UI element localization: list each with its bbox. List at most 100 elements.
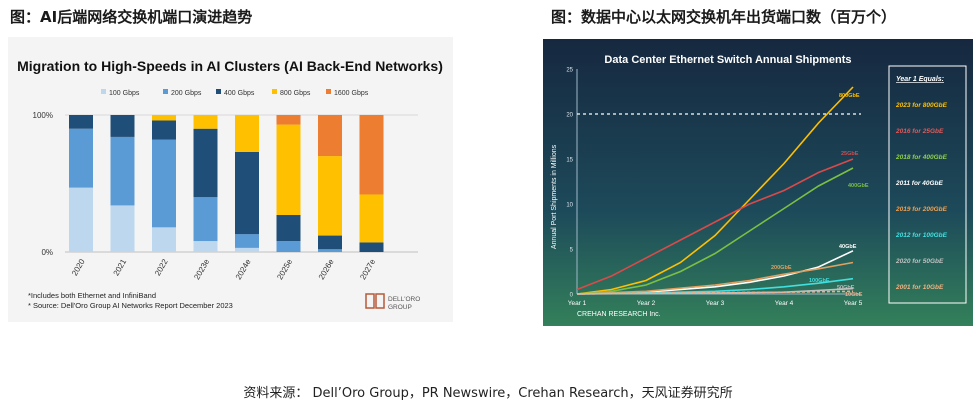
bar-segment-2020-0 xyxy=(69,187,93,252)
legend-entry-1: 2016 for 25GbE xyxy=(895,128,944,135)
bar-segment-2027e-4 xyxy=(359,115,384,195)
line-chart-plot-area: 0 5 10 15 20 25 Year 1 Year 2 Year 3 Year 4 Year 5… xyxy=(566,68,869,308)
bar-segment-2023e-0 xyxy=(193,241,218,252)
line-chart: Data Center Ethernet Switch Annual Shipm… xyxy=(543,39,973,326)
footnote-line-1: *Includes both Ethernet and InfiniBand xyxy=(28,291,156,300)
series-line-40GbE xyxy=(576,250,854,295)
line-chart-y-axis-label: Annual Port Shipments in Millions xyxy=(551,144,558,249)
legend-entry-7: 2001 for 10GbE xyxy=(895,284,944,291)
y-tick-label-20: 20 xyxy=(566,113,573,119)
stacked-bar-chart-panel: Migration to High-Speeds in AI Clusters … xyxy=(8,37,453,322)
x-tick-label-2024e: 2024e xyxy=(234,257,253,281)
bar-segment-2024e-1 xyxy=(235,234,259,248)
series-label-100GbE: 100GbE xyxy=(809,278,830,284)
series-line-200GbE xyxy=(576,261,854,295)
legend-swatch-4 xyxy=(326,89,331,94)
x-tick-label-2026e: 2026e xyxy=(317,257,336,281)
bar-segment-2026e-1 xyxy=(318,249,342,252)
series-line-800GbE xyxy=(576,86,854,295)
bar-segment-2023e-2 xyxy=(193,128,218,198)
source-attribution: 资料来源： Dell’Oro Group，PR Newswire，Crehan … xyxy=(243,386,733,401)
legend-box xyxy=(888,65,967,304)
logo-text-2: GROUP xyxy=(388,304,412,311)
line-chart-legend: Year 1 Equals: 2023 for 800GbE 2016 for 2… xyxy=(888,65,967,304)
bar-segment-2024e-2 xyxy=(235,151,259,235)
series-label-40GbE: 40GbE xyxy=(839,244,857,250)
bar-segment-2021-1 xyxy=(110,136,135,206)
bar-chart-legend: 100 Gbps 200 Gbps 400 Gbps 800 Gbps 1600 Gbp… xyxy=(101,89,369,97)
bar-chart-plot-area: 100% 0% 2020 2021 2022 2023e 2024e 2025e 2026e 20… xyxy=(33,111,418,281)
x-tick-label-2023e: 2023e xyxy=(192,257,211,281)
series-label-200GbE: 200GbE xyxy=(771,265,792,271)
legend-entry-2: 2018 for 400GbE xyxy=(895,154,948,161)
legend-label-3: 800 Gbps xyxy=(280,90,311,97)
series-label-25GbE: 25GbE xyxy=(841,151,859,157)
x-tick-label-4: Year 4 xyxy=(775,300,794,307)
bar-segment-2024e-3 xyxy=(235,115,259,152)
bar-segment-2022-3 xyxy=(152,115,176,121)
footnote-line-2: * Source: Dell'Oro Group AI Networks Rep… xyxy=(28,301,233,310)
legend-swatch-0 xyxy=(101,89,106,94)
series-label-50GbE: 50GbE xyxy=(837,285,855,291)
legend-title: Year 1 Equals: xyxy=(896,76,944,83)
bar-segment-2021-2 xyxy=(110,115,135,137)
legend-entry-4: 2019 for 200GbE xyxy=(895,206,948,213)
x-tick-label-5: Year 5 xyxy=(844,300,863,307)
y-tick-label-0: 0% xyxy=(41,248,53,257)
legend-entry-0: 2023 for 800GbE xyxy=(895,102,948,109)
legend-entry-3: 2011 for 40GbE xyxy=(895,180,944,187)
series-label-400GbE: 400GbE xyxy=(848,183,869,189)
bar-segment-2022-2 xyxy=(152,120,176,140)
series-line-25GbE xyxy=(576,158,854,291)
y-tick-label-100: 100% xyxy=(33,111,53,120)
line-chart-title: Data Center Ethernet Switch Annual Shipm… xyxy=(604,54,851,66)
x-tick-label-2020: 2020 xyxy=(70,257,87,277)
legend-swatch-2 xyxy=(216,89,221,94)
legend-label-2: 400 Gbps xyxy=(224,90,255,97)
bar-segment-2025e-2 xyxy=(276,215,301,242)
bar-segment-2025e-4 xyxy=(276,115,301,125)
bar-segment-2020-1 xyxy=(69,128,93,188)
series-line-10GbE xyxy=(576,290,854,295)
right-figure-caption: 图：数据中心以太网交换机年出货端口数（百万个） xyxy=(551,8,897,26)
series-label-800GbE: 800GbE xyxy=(839,93,860,99)
legend-entry-5: 2012 for 100GbE xyxy=(895,232,948,239)
series-line-400GbE xyxy=(576,167,854,295)
series-label-10GbE: 10GbE xyxy=(845,292,863,298)
x-tick-label-1: Year 1 xyxy=(568,300,587,307)
x-tick-label-2022: 2022 xyxy=(153,257,170,277)
x-tick-label-2: Year 2 xyxy=(637,300,656,307)
bar-segment-2026e-3 xyxy=(318,156,342,236)
dell-oro-logo: DELL'ORO GROUP xyxy=(365,293,420,311)
bar-segment-2027e-3 xyxy=(359,194,384,243)
y-tick-label-0: 0 xyxy=(570,293,574,299)
y-tick-label-25: 25 xyxy=(566,68,573,74)
bar-segment-2022-0 xyxy=(152,227,176,252)
bar-segment-2026e-2 xyxy=(318,235,342,250)
x-tick-label-3: Year 3 xyxy=(706,300,725,307)
legend-swatch-1 xyxy=(163,89,168,94)
bar-segment-2024e-0 xyxy=(235,247,259,252)
line-chart-footer: CREHAN RESEARCH Inc. xyxy=(577,311,661,318)
line-chart-panel: Data Center Ethernet Switch Annual Shipm… xyxy=(543,39,973,326)
bar-segment-2021-0 xyxy=(110,205,135,252)
legend-entry-6: 2020 for 50GbE xyxy=(895,258,944,265)
bar-chart-title: Migration to High-Speeds in AI Clusters … xyxy=(17,58,443,74)
x-tick-label-2025e: 2025e xyxy=(275,257,294,281)
bar-segment-2026e-4 xyxy=(318,115,342,157)
bar-segment-2027e-2 xyxy=(359,242,384,252)
legend-label-0: 100 Gbps xyxy=(109,90,140,97)
bar-segment-2020-2 xyxy=(69,115,93,129)
y-tick-label-15: 15 xyxy=(566,158,573,164)
legend-swatch-3 xyxy=(272,89,277,94)
logo-text-1: DELL'ORO xyxy=(388,296,420,303)
bar-segment-2023e-1 xyxy=(193,197,218,242)
x-tick-label-2027e: 2027e xyxy=(358,257,377,281)
bar-segment-2025e-1 xyxy=(276,241,301,252)
bar-chart-footnotes: *Includes both Ethernet and InfiniBand *… xyxy=(28,291,233,310)
y-tick-label-10: 10 xyxy=(566,203,573,209)
y-tick-label-5: 5 xyxy=(570,248,574,254)
bar-segment-2023e-3 xyxy=(193,115,218,129)
x-tick-label-2021: 2021 xyxy=(112,257,129,277)
legend-label-4: 1600 Gbps xyxy=(334,90,369,97)
